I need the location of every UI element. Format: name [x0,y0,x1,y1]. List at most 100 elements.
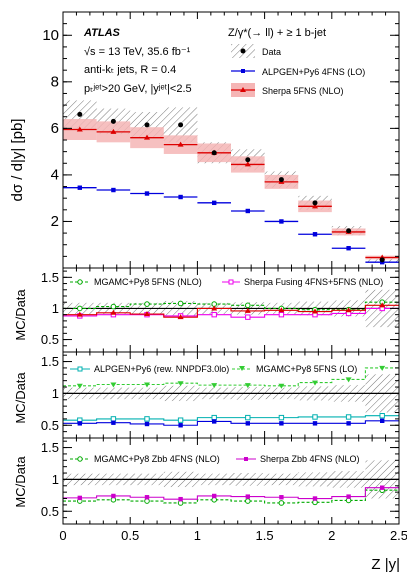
ratio3-legend-mgamc-marker [77,456,83,462]
legend-sherpa-label: Sherpa 5FNS (NLO) [262,86,344,96]
main-panel-y-tick-label: 8 [51,73,59,90]
series-0-marker [279,219,284,224]
legend-alpgen-label: ALPGEN+Py6 4FNS (LO) [262,67,365,77]
ratio2-series-2-marker [279,421,284,426]
ratio2-series-2-marker [77,421,82,426]
ratio2-series-1-marker [110,382,117,388]
ratio2-series-0-marker [144,416,150,422]
ratio2-series-1-marker [379,365,386,371]
ratio3-series-0-marker [245,498,251,504]
atlas-label: ATLAS [83,27,121,39]
ratio2-series-1-line [63,367,399,387]
ratio3-series-0-marker [345,497,352,504]
main-panel-y-tick-label: 2 [51,213,59,230]
ratio1-series-2-marker [110,309,117,315]
series-0-marker [178,194,183,200]
ratio3-series-1-marker [77,495,82,501]
ratio3-series-1-line [63,487,399,500]
info-line-cuts: pₜʲᵉᵗ>20 GeV, |yʲᵉᵗ|<2.5 [84,83,192,95]
ratio2-series-2-marker [380,418,385,423]
ratio3-series-1-marker [245,494,250,499]
ratio2-series-2-marker [346,421,351,426]
ratio2-panel-y-tick-label: 1 [52,386,59,401]
series-1-marker [244,161,251,167]
x-axis-label: Z |y| [371,556,400,573]
ratio2-legend-alpgen-marker [77,366,83,372]
ratio1-series-2-marker [379,302,386,308]
ratio3-series-0-marker [278,500,285,506]
ratio1-series-2-marker [278,307,285,313]
info-line-energy: √s = 13 TeV, 35.6 fb⁻¹ [84,46,191,58]
ratio3-series-1-marker [144,495,150,500]
x-tick-label: 2 [328,528,335,543]
ratio1-series-2-marker [244,307,251,313]
ratio1-series-0-marker [177,300,184,307]
series-0-marker [245,208,250,214]
main-panel-y-tick-label: 6 [51,120,59,137]
ratio2-series-0-marker [177,417,184,423]
ratio1-legend: MGAMC+Py8 5FNS (NLO) Sherpa Fusing 4FNS+… [70,277,383,287]
ratio3-series-1-marker [380,485,385,490]
x-tick-label: 2.5 [390,528,407,543]
ratio1-legend-fusing-marker [228,279,234,285]
series-1-marker [76,126,83,132]
ratio1-series-2-marker [312,308,318,314]
ratio1-series-0-marker [110,303,117,310]
ratio3-series-1-marker [178,496,183,502]
ratio2-legend-alpgen-label: ALPGEN+Py6 (rew. NNPDF3.0lo) [94,364,229,374]
series-0-marker [312,232,318,237]
ratio2-series-2-marker [144,421,150,427]
ratio2-series-1-marker [211,383,218,389]
data-point [178,122,184,128]
ratio1-series-2-marker [144,311,150,317]
ratio2-series-0-marker [278,414,285,421]
ratio2-series-0-marker [211,414,217,421]
data-point [245,157,251,163]
ratio1-panel-y-tick-label: 1.5 [41,270,59,285]
legend-data-marker [240,48,246,54]
data-point [110,118,116,124]
ratio2-series-0-marker [312,414,318,420]
ratio2-series-0-marker [245,414,251,421]
ratio3-series-0-marker [312,499,318,506]
ratio3-series-1-marker [212,493,217,499]
ratio1-series-0-marker [144,301,150,307]
x-tick-label: 1 [194,528,201,543]
data-point [312,200,318,206]
ratio1-panel-y-tick-label: 0.5 [41,332,59,347]
process-label: Z/γ*(→ ll) + ≥ 1 b-jet [228,27,326,39]
ratio3-legend-sherpa-marker [244,457,248,461]
series-0-marker [77,185,82,190]
ratio3-legend-sherpa-label: Sherpa Zbb 4FNS (NLO) [260,454,360,464]
series-1-marker [312,203,318,209]
series-0-marker [144,191,150,196]
ratio3-series-0-line [63,489,399,504]
ratio3-series-0-marker [177,500,184,506]
data-point [379,257,385,263]
ratio1-legend-mgamc-marker [77,279,83,285]
ratio3-legend-mgamc-label: MGAMC+Py8 Zbb 4FNS (NLO) [94,454,220,464]
ratio1-legend-fusing-label: Sherpa Fusing 4FNS+5FNS (NLO) [244,277,383,287]
ratio2-series-2-line [63,420,399,426]
ratio2-series-1-marker [244,383,251,389]
ratio2-y-axis-label: MC/Data [13,372,28,424]
x-tick-label: 0.5 [121,528,139,543]
series-0-marker [346,246,351,251]
ratio1-series-0-marker [77,305,83,312]
ratio2-series-1-marker [76,383,83,389]
ratio1-series-2-marker [177,314,184,320]
ratio1-panel-y-tick-label: 1 [52,301,59,316]
ratio2-series-2-marker [111,420,116,425]
ratio2-series-0-marker [345,414,352,420]
data-point [77,111,83,117]
ratio3-series-0-marker [144,498,150,504]
data-point [144,122,150,128]
series-0-marker [212,200,217,206]
ratio2-series-1-marker [278,383,285,389]
ratio1-series-2-marker [76,311,83,317]
ratio1-legend-mgamc-label: MGAMC+Py8 5FNS (NLO) [94,277,202,287]
ratio1-series-1-marker [211,311,217,318]
ratio2-series-2-marker [178,423,183,428]
main-panel-y-tick-label: 10 [42,27,59,44]
ratio3-legend: MGAMC+Py8 Zbb 4FNS (NLO) Sherpa Zbb 4FNS… [70,454,360,464]
